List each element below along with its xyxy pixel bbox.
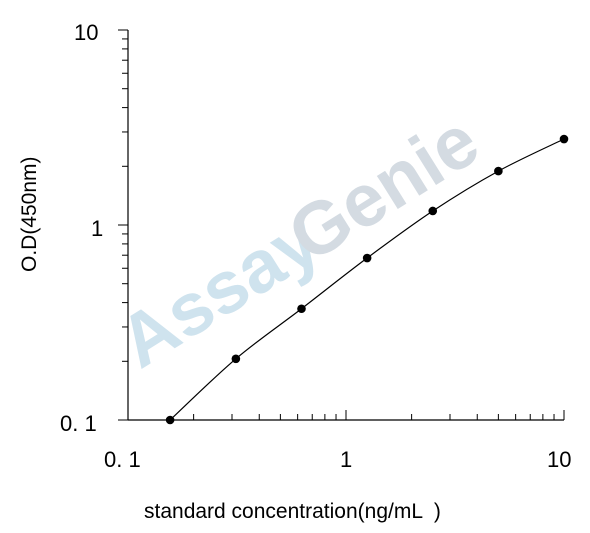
data-point: [231, 354, 241, 364]
y-tick-label-1: 1: [91, 216, 103, 241]
x-tick-label-10: 10: [547, 447, 571, 472]
y-tick-label-10: 10: [74, 20, 98, 45]
x-axis-ticks: [127, 410, 565, 420]
data-points: [165, 134, 569, 425]
y-axis-title: O.D(450nm): [18, 156, 41, 272]
data-point: [165, 415, 175, 425]
watermark-text-genie: Genie: [274, 98, 492, 277]
watermark: Assay Genie: [104, 98, 492, 383]
x-tick-label-0.1: 0. 1: [104, 447, 141, 472]
data-point: [428, 206, 438, 216]
x-axis-title: standard concentration(ng/mL ): [144, 500, 441, 523]
data-point: [297, 304, 306, 314]
y-tick-label-0.1: 0. 1: [60, 411, 97, 436]
data-point: [494, 166, 503, 176]
y-axis-ticks: [118, 29, 128, 421]
x-tick-label-1: 1: [340, 447, 352, 472]
data-point: [362, 253, 372, 263]
data-point: [559, 134, 569, 144]
